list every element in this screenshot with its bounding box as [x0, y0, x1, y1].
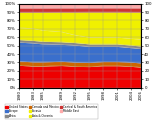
Legend: United States, Europe, Africa, Canada and Mexico, Eurasia, Asia & Oceania, Centr: United States, Europe, Africa, Canada an…	[5, 104, 98, 119]
